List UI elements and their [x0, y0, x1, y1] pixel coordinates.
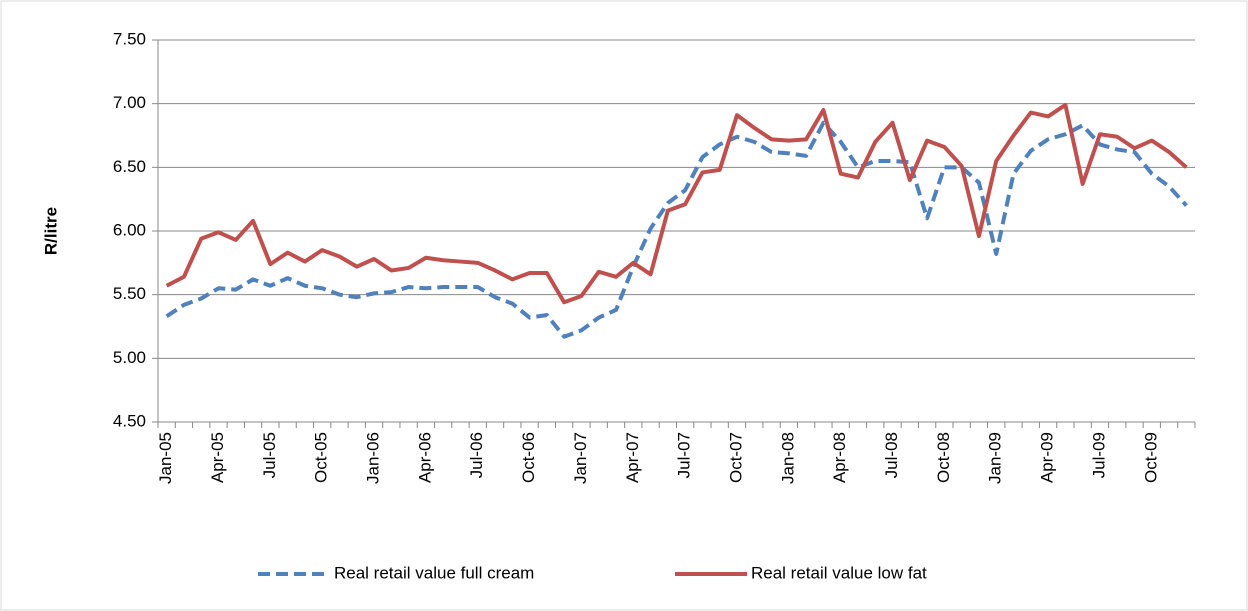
x-tick-label: Jan-05	[156, 432, 175, 484]
x-tick-label: Oct-05	[312, 432, 331, 483]
legend-label: Real retail value low fat	[751, 563, 927, 582]
y-tick-label: 5.00	[113, 348, 146, 367]
x-tick-label: Apr-06	[415, 432, 434, 483]
y-tick-label: 6.00	[113, 220, 146, 239]
x-tick-label: Apr-05	[208, 432, 227, 483]
y-tick-label: 6.50	[113, 157, 146, 176]
x-tick-label: Apr-09	[1038, 432, 1057, 483]
x-tick-label: Oct-09	[1141, 432, 1160, 483]
x-tick-label: Apr-07	[623, 432, 642, 483]
series-line	[165, 120, 1188, 339]
y-axis-title: R/litre	[41, 207, 60, 255]
x-tick-label: Jul-07	[675, 432, 694, 478]
x-tick-label: Jan-06	[364, 432, 383, 484]
x-tick-label: Oct-07	[726, 432, 745, 483]
x-tick-label: Jul-05	[260, 432, 279, 478]
y-tick-label: 5.50	[113, 284, 146, 303]
x-tick-label: Jul-06	[467, 432, 486, 478]
x-tick-label: Oct-06	[519, 432, 538, 483]
legend-label: Real retail value full cream	[334, 563, 534, 582]
series-line	[165, 102, 1188, 305]
x-tick-label: Oct-08	[934, 432, 953, 483]
x-tick-label: Jul-08	[882, 432, 901, 478]
x-tick-label: Jan-09	[986, 432, 1005, 484]
x-tick-label: Apr-08	[830, 432, 849, 483]
y-tick-label: 7.00	[113, 93, 146, 112]
x-tick-label: Jan-08	[778, 432, 797, 484]
x-tick-label: Jan-07	[571, 432, 590, 484]
y-tick-label: 4.50	[113, 411, 146, 430]
y-tick-label: 7.50	[113, 29, 146, 48]
x-tick-label: Jul-09	[1089, 432, 1108, 478]
